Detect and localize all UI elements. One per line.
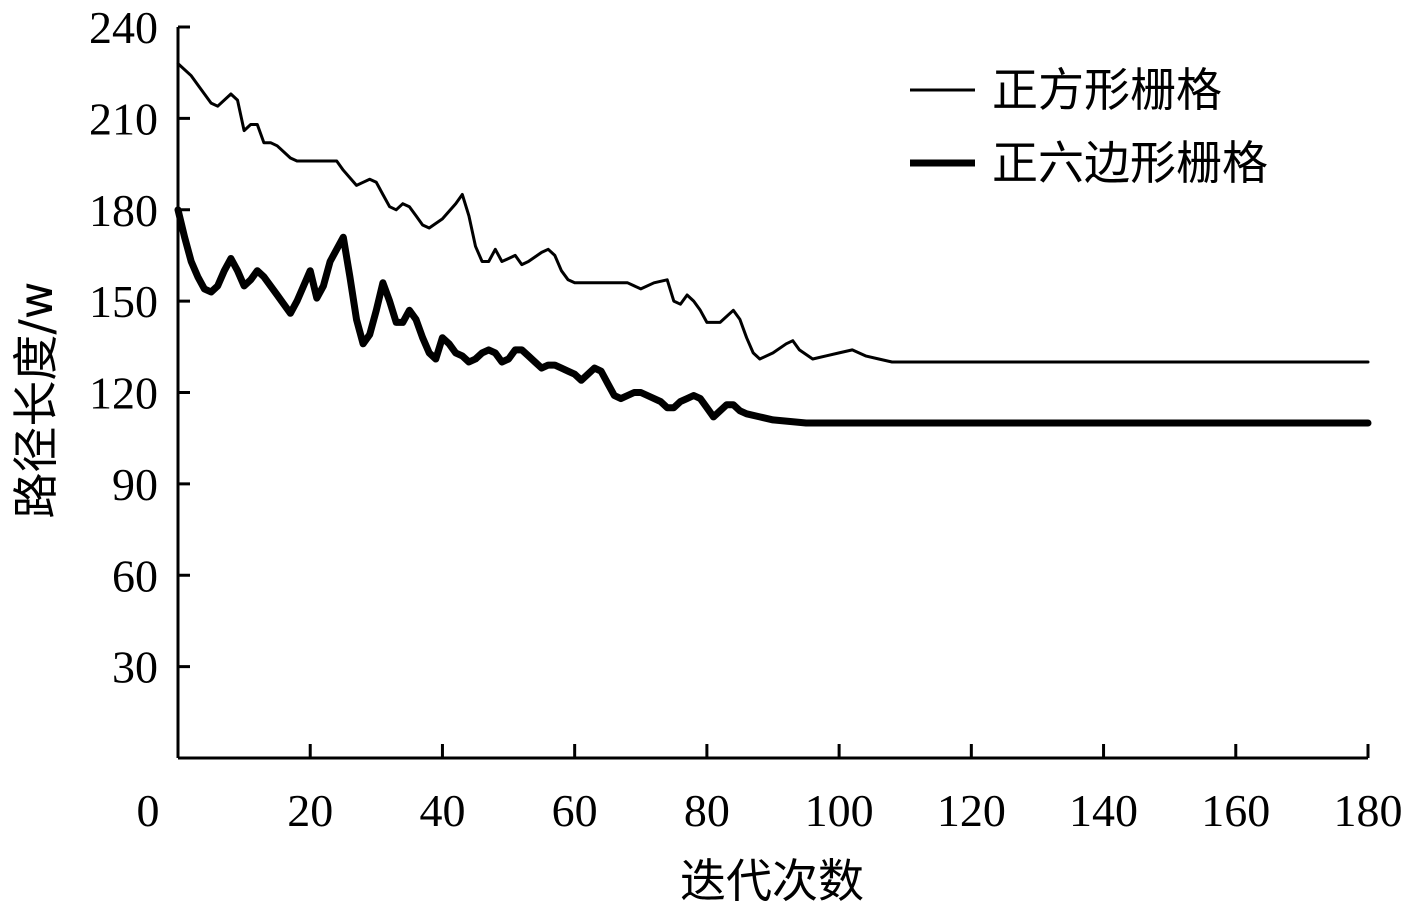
y-tick-label: 60 <box>112 550 158 601</box>
y-tick-label: 180 <box>89 185 158 236</box>
x-tick-label: 160 <box>1201 785 1270 836</box>
x-tick-label: 180 <box>1334 785 1403 836</box>
y-tick-label: 210 <box>89 93 158 144</box>
x-tick-label: 0 <box>137 785 160 836</box>
x-tick-label: 140 <box>1069 785 1138 836</box>
axis-ticks: 30 60 90 120 150 180 210 240 0 20 40 60 80 100 120 140 1… <box>89 2 1403 836</box>
x-tick-label: 80 <box>684 785 730 836</box>
series-lines <box>174 62 1372 427</box>
legend-label: 正六边形栅格 <box>992 136 1268 190</box>
axis-titles: 迭代次数 路径长度/w <box>9 281 864 908</box>
y-tick-label: 240 <box>89 2 158 53</box>
y-tick-label: 30 <box>112 642 158 693</box>
x-tick-label: 100 <box>805 785 874 836</box>
y-tick-label: 90 <box>112 459 158 510</box>
x-tick-label: 60 <box>552 785 598 836</box>
series-line-1 <box>176 62 1370 364</box>
y-tick-label: 150 <box>89 276 158 327</box>
legend-label: 正方形栅格 <box>992 63 1222 117</box>
x-tick-label: 20 <box>287 785 333 836</box>
series-line-2 <box>174 206 1372 427</box>
y-axis-title: 路径长度/w <box>9 281 63 518</box>
x-axis-title: 迭代次数 <box>680 854 864 908</box>
x-tick-label: 40 <box>419 785 465 836</box>
x-tick-label: 120 <box>937 785 1006 836</box>
y-tick-label: 120 <box>89 368 158 419</box>
